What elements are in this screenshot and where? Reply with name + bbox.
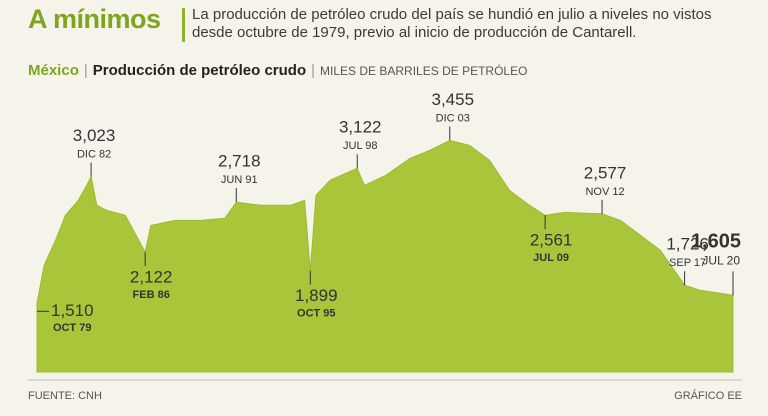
value-label: 3,023 <box>73 126 116 145</box>
unit: MILES DE BARRILES DE PETRÓLEO <box>320 64 528 78</box>
value-label: 1,899 <box>295 286 338 305</box>
date-label: DIC 82 <box>77 148 111 160</box>
area <box>36 139 734 373</box>
value-label: 1,510 <box>51 301 94 320</box>
separator: | <box>311 62 316 79</box>
date-label: DIC 03 <box>436 112 470 124</box>
value-label: 2,577 <box>584 163 627 182</box>
accent-bar <box>182 8 185 42</box>
source: FUENTE: CNH <box>28 390 102 402</box>
value-label: 2,718 <box>218 152 261 171</box>
value-label: 3,122 <box>339 118 382 137</box>
description: La producción de petróleo crudo del país… <box>192 6 712 41</box>
date-label: FEB 86 <box>133 289 170 301</box>
date-label: JUL 98 <box>343 140 377 152</box>
country: México <box>28 62 79 79</box>
subtitle: México | Producción de petróleo crudo | MILE… <box>28 62 527 79</box>
date-label: JUN 91 <box>221 174 258 186</box>
headline: A mínimos <box>28 4 161 34</box>
separator: | <box>83 62 88 79</box>
date-label: NOV 12 <box>585 186 624 198</box>
value-label: 2,122 <box>130 268 173 287</box>
value-label: 1,605 <box>691 231 741 253</box>
value-label: 2,561 <box>530 231 573 250</box>
date-label: OCT 79 <box>53 322 92 334</box>
value-label: 1,726 <box>666 235 709 254</box>
chart-title: Producción de petróleo crudo <box>92 62 307 79</box>
date-label: JUL 20 <box>702 254 740 268</box>
date-label: SEP 17 <box>669 257 706 269</box>
date-label: JUL 09 <box>533 252 569 264</box>
date-label: OCT 95 <box>297 308 336 320</box>
credit: GRÁFICO EE <box>674 390 742 402</box>
value-label: 3,455 <box>431 90 474 109</box>
